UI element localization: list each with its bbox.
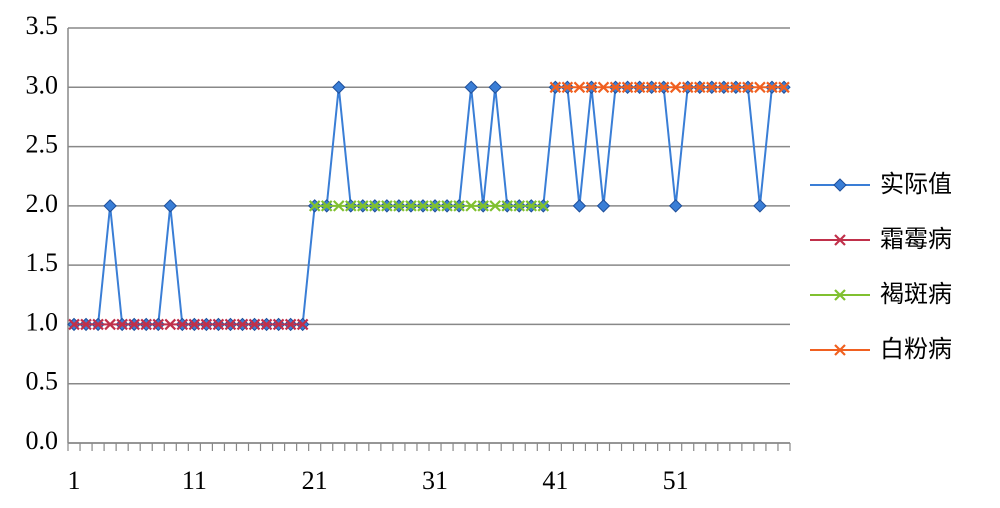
marker — [104, 318, 116, 331]
marker — [152, 318, 165, 331]
marker — [585, 81, 598, 94]
marker — [513, 200, 526, 212]
marker — [501, 200, 513, 212]
x-tick-label: 31 — [422, 466, 448, 495]
marker — [260, 318, 273, 331]
marker — [357, 200, 369, 212]
y-tick-label: 0.5 — [26, 367, 59, 396]
marker — [766, 81, 778, 94]
marker — [572, 199, 587, 213]
marker — [429, 200, 441, 212]
marker — [212, 318, 225, 331]
marker — [834, 344, 846, 356]
marker — [417, 200, 429, 212]
marker — [657, 81, 670, 94]
marker — [609, 81, 622, 94]
marker — [68, 318, 80, 331]
marker — [308, 200, 321, 212]
marker — [834, 234, 846, 246]
marker — [621, 81, 634, 94]
marker — [405, 200, 417, 212]
marker — [176, 318, 189, 331]
marker — [718, 81, 730, 94]
marker — [284, 318, 297, 331]
marker — [525, 200, 538, 212]
legend-text: 白粉病 — [880, 335, 952, 363]
marker — [693, 81, 706, 94]
marker — [248, 318, 261, 331]
marker — [668, 199, 683, 213]
marker — [92, 318, 104, 331]
marker — [597, 81, 610, 94]
marker — [128, 318, 140, 331]
marker — [224, 318, 237, 331]
x-tick-label: 51 — [663, 466, 689, 495]
marker — [296, 318, 309, 331]
y-tick-label: 1.5 — [26, 248, 59, 277]
x-tick-label: 11 — [182, 466, 207, 495]
marker — [833, 178, 847, 192]
marker — [549, 81, 562, 94]
marker — [489, 200, 501, 212]
marker — [80, 318, 92, 331]
legend-text: 实际值 — [880, 170, 952, 198]
marker — [332, 80, 346, 94]
marker — [188, 318, 201, 331]
marker — [834, 289, 846, 301]
y-tick-label: 2.5 — [26, 130, 59, 159]
marker — [164, 318, 177, 331]
marker — [596, 199, 611, 213]
marker — [742, 81, 754, 94]
marker — [633, 81, 646, 94]
marker — [332, 200, 345, 212]
marker — [754, 81, 766, 94]
marker — [537, 200, 550, 212]
y-tick-label: 1.0 — [26, 307, 59, 336]
marker — [753, 199, 767, 213]
marker — [163, 199, 177, 213]
marker — [573, 81, 586, 94]
marker — [477, 200, 489, 212]
marker — [345, 200, 357, 212]
marker — [681, 81, 694, 94]
marker — [200, 318, 213, 331]
marker — [730, 81, 742, 94]
marker — [140, 318, 152, 331]
marker — [236, 318, 249, 331]
marker — [778, 81, 790, 94]
marker — [116, 318, 128, 331]
marker — [453, 200, 465, 212]
marker — [669, 81, 682, 94]
marker — [645, 81, 658, 94]
marker — [488, 80, 502, 94]
marker — [369, 200, 381, 212]
marker — [464, 80, 478, 94]
x-tick-label: 21 — [302, 466, 328, 495]
y-tick-label: 0.0 — [26, 426, 59, 455]
marker — [103, 199, 117, 213]
marker — [320, 200, 333, 212]
x-tick-label: 41 — [542, 466, 568, 495]
legend-text: 褐斑病 — [880, 280, 952, 308]
marker — [465, 200, 477, 212]
legend-text: 霜霉病 — [880, 225, 952, 253]
marker — [393, 200, 405, 212]
marker — [561, 81, 574, 94]
y-tick-label: 3.5 — [26, 11, 59, 40]
x-tick-label: 1 — [68, 466, 81, 495]
marker — [381, 200, 393, 212]
y-tick-label: 2.0 — [26, 189, 59, 218]
marker — [272, 318, 285, 331]
marker — [706, 81, 718, 94]
y-tick-label: 3.0 — [26, 70, 59, 99]
marker — [441, 200, 453, 212]
